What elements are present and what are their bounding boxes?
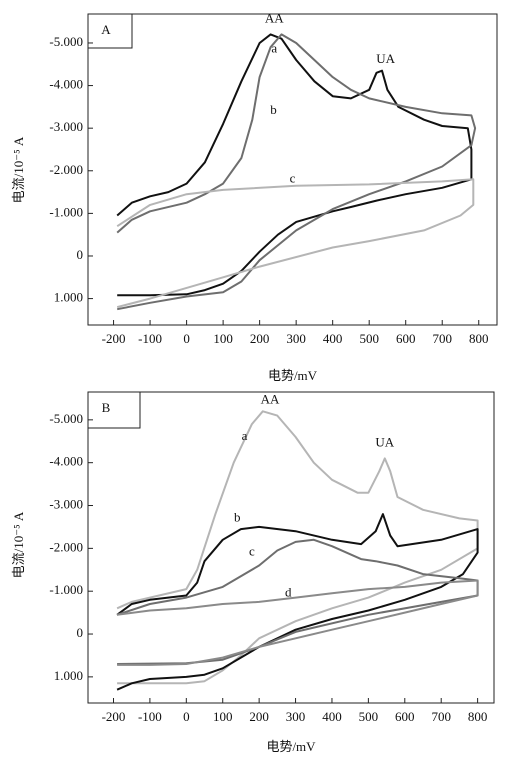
x-tick-label: 700: [431, 709, 451, 724]
x-tick-label: -100: [138, 709, 162, 724]
annotation: AA: [261, 392, 280, 407]
x-tick-label: -200: [102, 709, 126, 724]
x-tick-label: 700: [432, 331, 452, 346]
x-tick-label: -100: [138, 331, 162, 346]
x-tick-label: -200: [102, 331, 126, 346]
x-tick-label: 100: [213, 331, 233, 346]
y-tick-label: -5.000: [49, 411, 83, 426]
y-tick-label: -4.000: [49, 454, 83, 469]
x-tick-label: 300: [286, 709, 306, 724]
x-tick-label: 0: [183, 709, 190, 724]
curve: [116, 410, 479, 685]
x-tick-label: 200: [250, 331, 270, 346]
y-tick-label: -2.000: [49, 162, 83, 177]
curve: [116, 33, 477, 311]
plot-frame: [87, 391, 495, 704]
annotation: AA: [265, 11, 284, 26]
series-label: c: [290, 170, 296, 185]
x-tick-label: 400: [323, 331, 343, 346]
x-tick-label: 600: [395, 709, 415, 724]
y-axis-title: 电流/10⁻⁵ A: [11, 136, 26, 203]
x-tick-label: 600: [396, 331, 416, 346]
panel-box: [87, 391, 141, 429]
y-tick-label: -1.000: [49, 582, 83, 597]
x-tick-label: 400: [322, 709, 342, 724]
x-tick-label: 500: [359, 709, 379, 724]
series-label: c: [249, 544, 255, 559]
y-tick-label: 1.000: [54, 290, 83, 305]
curve: [116, 538, 479, 665]
annotation: UA: [376, 51, 395, 66]
curve: [116, 579, 479, 666]
y-axis-title: 电流/10⁻⁵ A: [11, 511, 26, 578]
series-label: a: [271, 40, 277, 55]
series-label: b: [234, 509, 241, 524]
x-tick-label: 500: [359, 331, 379, 346]
x-tick-label: 0: [183, 331, 190, 346]
panel-label: B: [102, 400, 111, 415]
x-tick-label: 100: [213, 709, 233, 724]
y-tick-label: -4.000: [49, 77, 83, 92]
annotation: UA: [375, 434, 394, 449]
curve: [116, 178, 475, 309]
series-label: b: [270, 102, 277, 117]
x-axis-title: 电势/mV: [268, 368, 318, 383]
x-tick-label: 300: [286, 331, 306, 346]
curve: [116, 33, 473, 297]
y-tick-label: -3.000: [49, 497, 83, 512]
y-tick-label: -1.000: [49, 204, 83, 219]
panel-label: A: [101, 22, 111, 37]
x-axis-title: 电势/mV: [266, 739, 316, 754]
curve: [116, 513, 479, 691]
y-tick-label: -2.000: [49, 539, 83, 554]
x-tick-label: 800: [468, 709, 488, 724]
y-tick-label: 1.000: [54, 668, 83, 683]
x-tick-label: 200: [249, 709, 269, 724]
y-tick-label: -5.000: [49, 34, 83, 49]
series-label: a: [242, 428, 248, 443]
y-tick-label: 0: [77, 247, 84, 262]
series-label: d: [285, 584, 292, 599]
x-tick-label: 800: [469, 331, 489, 346]
plot-frame: [87, 13, 498, 326]
panel-box: [87, 13, 133, 49]
y-tick-label: 0: [77, 625, 84, 640]
y-tick-label: -3.000: [49, 119, 83, 134]
